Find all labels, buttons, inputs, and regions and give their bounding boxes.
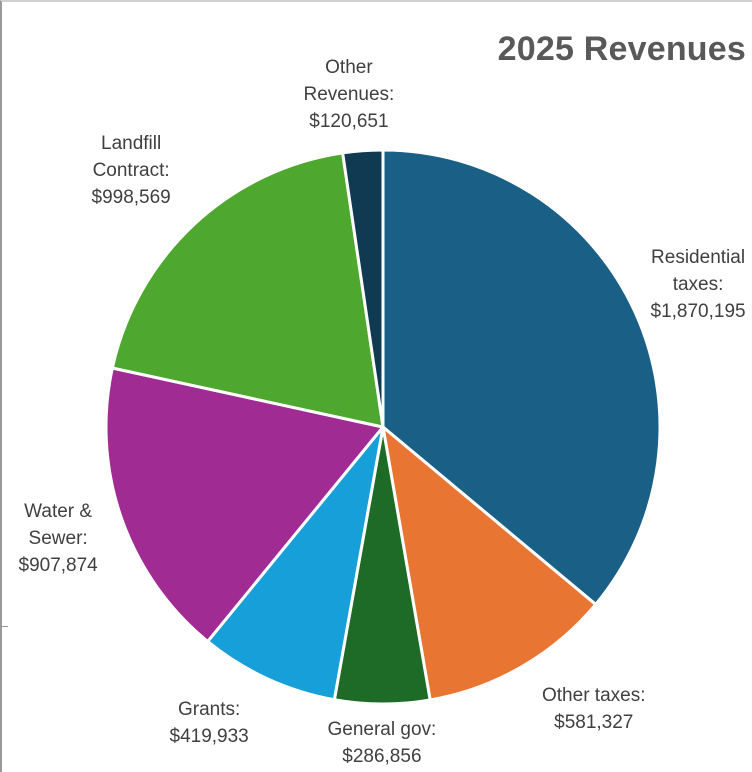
pie-slice-grants — [206, 425, 385, 702]
slice-label-line: Other taxes: — [542, 685, 646, 706]
slice-label-line: Other — [325, 56, 373, 78]
slice-label-residential-taxes: Residential taxes: $1,870,195 — [651, 244, 746, 325]
slice-label-other-revenues: Other Revenues: $120,651 — [304, 54, 395, 135]
slice-label-line: $1,870,195 — [650, 300, 746, 322]
pie-slice-other-taxes — [381, 425, 598, 702]
slice-label-grants: Grants: $419,933 — [170, 696, 249, 750]
slice-label-line: Grants: — [177, 699, 241, 720]
slice-label-line: $998,569 — [91, 186, 171, 208]
chart-title: 2025 Revenues — [497, 30, 746, 68]
slice-label-line: Water & — [24, 500, 93, 522]
slice-label-line: General gov: — [327, 719, 437, 740]
slice-label-line: taxes: — [672, 273, 724, 295]
slice-label-line: $581,327 — [554, 712, 634, 733]
slice-label-general-gov: General gov: $286,856 — [328, 716, 437, 770]
frame-tick — [0, 626, 8, 627]
slice-label-line: Sewer: — [28, 527, 88, 549]
slice-label-landfill-contract: Landfill Contract: $998,569 — [92, 130, 171, 211]
pie-slice-landfill-contract — [110, 151, 385, 429]
slice-label-line: $286,856 — [342, 746, 422, 767]
pie-slice-water-and-sewer — [104, 366, 385, 643]
slice-label-line: $419,933 — [169, 726, 249, 747]
slice-label-line: Landfill — [101, 132, 162, 154]
slice-label-other-taxes: Other taxes: $581,327 — [542, 682, 646, 736]
slice-label-line: Revenues: — [303, 83, 395, 105]
pie-slice-residential-taxes — [381, 148, 662, 606]
pie-slice-other-revenues — [341, 148, 385, 429]
slice-label-line: $907,874 — [18, 554, 98, 576]
slice-label-line: Contract: — [92, 159, 170, 181]
slice-label-line: $120,651 — [309, 110, 389, 132]
slice-label-line: Residential — [651, 246, 746, 268]
slice-label-water-and-sewer: Water & Sewer: $907,874 — [19, 498, 98, 579]
